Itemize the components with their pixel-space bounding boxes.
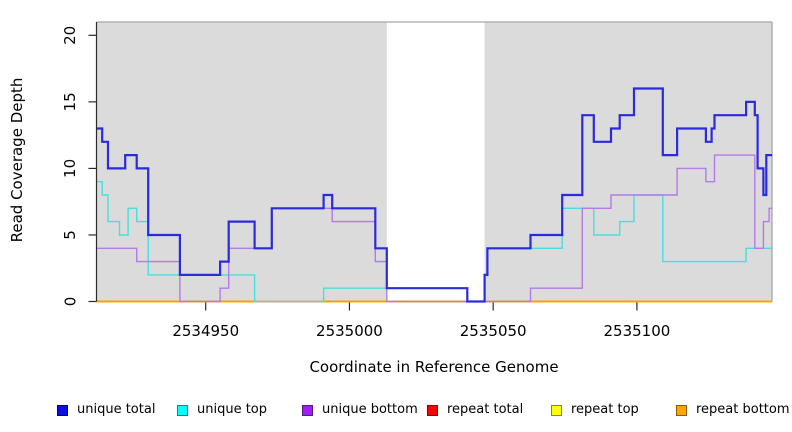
legend-item-repeat-bottom: repeat bottom xyxy=(676,403,790,417)
legend-swatch-repeat-bottom xyxy=(676,404,687,416)
legend-label-unique-top: unique top xyxy=(197,402,268,417)
y-tick-label: 15 xyxy=(61,92,79,111)
legend-label-unique-bottom: unique bottom xyxy=(322,402,418,417)
legend-label-repeat-bottom: repeat bottom xyxy=(696,402,790,417)
legend-label-unique-total: unique total xyxy=(77,402,156,417)
legend-item-unique-bottom: unique bottom xyxy=(302,403,418,417)
legend-item-repeat-total: repeat total xyxy=(427,403,523,417)
legend-swatch-unique-top xyxy=(177,404,188,416)
y-tick-label: 5 xyxy=(61,230,79,240)
legend-item-repeat-top: repeat top xyxy=(551,403,639,417)
y-axis-title: Read Coverage Depth xyxy=(8,77,26,243)
legend-swatch-repeat-total xyxy=(427,404,438,416)
coverage-gap-band xyxy=(386,22,485,302)
x-axis-title: Coordinate in Reference Genome xyxy=(309,358,559,376)
y-tick-label: 0 xyxy=(61,297,79,307)
x-tick-label: 2535100 xyxy=(603,322,670,340)
x-tick-label: 2535050 xyxy=(460,322,527,340)
legend-label-repeat-top: repeat top xyxy=(571,402,639,417)
legend-swatch-unique-total xyxy=(57,404,68,416)
series-line-unique-total xyxy=(96,87,772,303)
x-axis-ticks: 2534950 2535000 2535050 2535100 xyxy=(172,302,670,340)
series-line-unique-bottom xyxy=(96,154,772,303)
legend-swatch-repeat-top xyxy=(551,404,562,416)
legend-item-unique-top: unique top xyxy=(177,403,267,417)
legend-label-repeat-total: repeat total xyxy=(447,402,524,417)
y-tick-label: 10 xyxy=(61,159,79,178)
legend-swatch-unique-bottom xyxy=(302,404,313,416)
y-axis-ticks: 0 5 10 15 20 xyxy=(61,26,97,307)
legend-item-unique-total: unique total xyxy=(57,403,155,417)
x-tick-label: 2534950 xyxy=(172,322,239,340)
y-tick-label: 20 xyxy=(61,26,79,45)
x-tick-label: 2535000 xyxy=(316,322,383,340)
